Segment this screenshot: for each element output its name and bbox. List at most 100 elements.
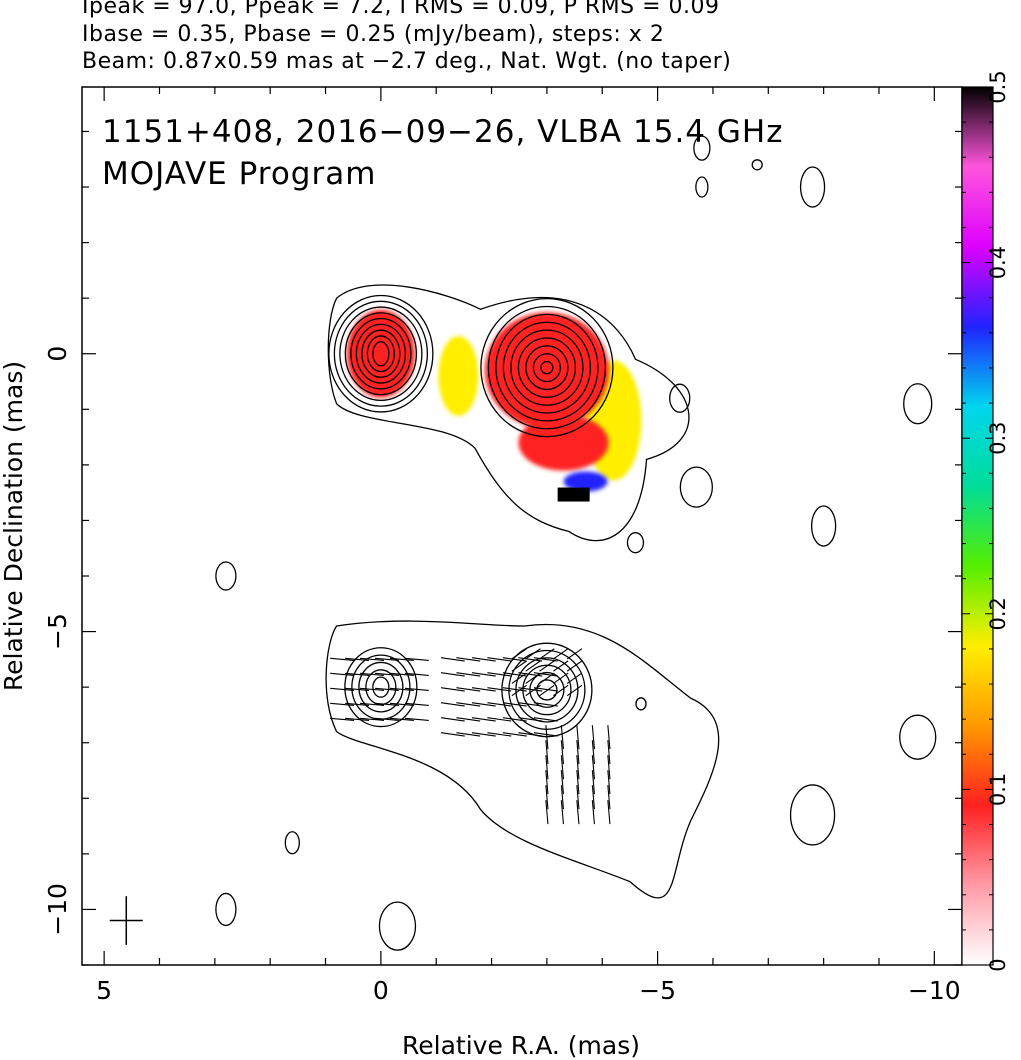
evpa-south [560, 740, 564, 765]
evpa-jet [533, 702, 558, 707]
evpa-core [404, 717, 429, 721]
contour-core [355, 323, 407, 384]
evpa-south [560, 785, 564, 810]
evpa-jet [440, 672, 465, 677]
evpa-knot [566, 648, 583, 660]
evpa-knot [511, 660, 527, 672]
y-tick-label: −5 [43, 613, 72, 650]
evpa-vector-layer [330, 648, 611, 825]
contour-core [333, 300, 429, 407]
evpa-knot [525, 660, 541, 672]
noise-contour [789, 784, 836, 846]
evpa-south [591, 755, 595, 780]
evpa-jet [502, 717, 527, 722]
evpa-south [560, 770, 564, 795]
evpa-jet [456, 717, 481, 722]
colorbar-tick-label: 0.2 [986, 597, 1010, 630]
evpa-knot [553, 660, 569, 672]
evpa-jet [440, 702, 465, 707]
x-tick-label: −5 [639, 976, 676, 1005]
evpa-jet [533, 717, 558, 722]
contour-core-pol [365, 669, 397, 706]
evpa-south [545, 740, 549, 765]
evpa-south [607, 800, 611, 825]
noise-contour [378, 901, 417, 951]
evpa-south [576, 740, 580, 765]
evpa-south [560, 800, 564, 825]
evpa-south [576, 755, 580, 780]
y-axis-label: Relative Declination (mas) [0, 361, 28, 691]
colorbar-frame [961, 86, 994, 966]
evpa-core [330, 702, 355, 706]
noise-contour [626, 532, 645, 554]
noise-contour [669, 383, 691, 413]
evpa-south [576, 785, 580, 810]
evpa-south [545, 785, 549, 810]
evpa-core [345, 687, 370, 691]
evpa-jet [502, 732, 527, 737]
evpa-core [330, 657, 355, 661]
evpa-core [330, 687, 355, 691]
evpa-south [607, 725, 611, 750]
evpa-core [345, 657, 370, 661]
evpa-jet [502, 702, 527, 707]
colorbar-tick-label: 0.1 [986, 773, 1010, 806]
evpa-core [389, 702, 414, 706]
pol-region-jet-tip [563, 471, 608, 492]
evpa-core [389, 657, 414, 661]
evpa-core [345, 717, 370, 721]
contour-jet [480, 297, 614, 438]
header-line-beam: Beam: 0.87x0.59 mas at −2.7 deg., Nat. W… [82, 49, 732, 74]
pol-region-jet-edge-east [438, 335, 479, 416]
x-axis-label: Relative R.A. (mas) [402, 1031, 640, 1060]
evpa-jet [471, 702, 496, 707]
chart-subtitle: MOJAVE Program [102, 156, 376, 192]
header-line-base: Ibase = 0.35, Pbase = 0.25 (mJy/beam), s… [82, 22, 665, 47]
evpa-knot [566, 660, 583, 672]
evpa-core [404, 687, 429, 691]
evpa-core [374, 687, 399, 691]
evpa-jet [533, 672, 558, 677]
evpa-knot [539, 660, 555, 672]
contour-core-pol [351, 654, 411, 720]
evpa-jet [456, 672, 481, 677]
noise-contour [215, 892, 237, 927]
x-tick-label: −10 [908, 976, 961, 1005]
evpa-core [345, 672, 370, 676]
contour-jet-pol [508, 649, 586, 730]
evpa-jet [471, 687, 496, 692]
evpa-south [591, 785, 595, 810]
axis-ticks [82, 87, 962, 966]
evpa-south [607, 755, 611, 780]
evpa-knot [511, 684, 527, 697]
colorbar-tick-label: 0.4 [986, 246, 1010, 279]
evpa-south [545, 755, 549, 780]
contour-jet [532, 353, 562, 383]
evpa-jet [440, 732, 465, 737]
evpa-core [330, 717, 355, 721]
evpa-core [360, 657, 385, 661]
noise-contour [751, 159, 763, 171]
noise-contour [899, 714, 937, 760]
evpa-knot [525, 648, 541, 660]
contour-core [350, 317, 412, 390]
evpa-core [374, 672, 399, 676]
header-line-peaks: Ipeak = 97.0, Ppeak = 7.2, I RMS = 0.09,… [82, 0, 720, 19]
noise-contour [695, 176, 709, 198]
colorbar-ticks: 0 0.1 0.2 0.3 0.4 0.5 [962, 70, 1010, 972]
evpa-core [404, 657, 429, 661]
evpa-core [404, 702, 429, 706]
colorbar-tick-label: 0 [986, 958, 1010, 971]
evpa-jet [518, 732, 543, 737]
evpa-south [560, 725, 564, 750]
noise-contour [679, 466, 713, 508]
noise-contour [693, 135, 711, 161]
evpa-core [389, 687, 414, 691]
evpa-knot [553, 672, 569, 684]
evpa-core [345, 702, 370, 706]
contour-jet [525, 345, 569, 391]
pol-region-tip-dark [557, 487, 590, 502]
evpa-core [360, 672, 385, 676]
